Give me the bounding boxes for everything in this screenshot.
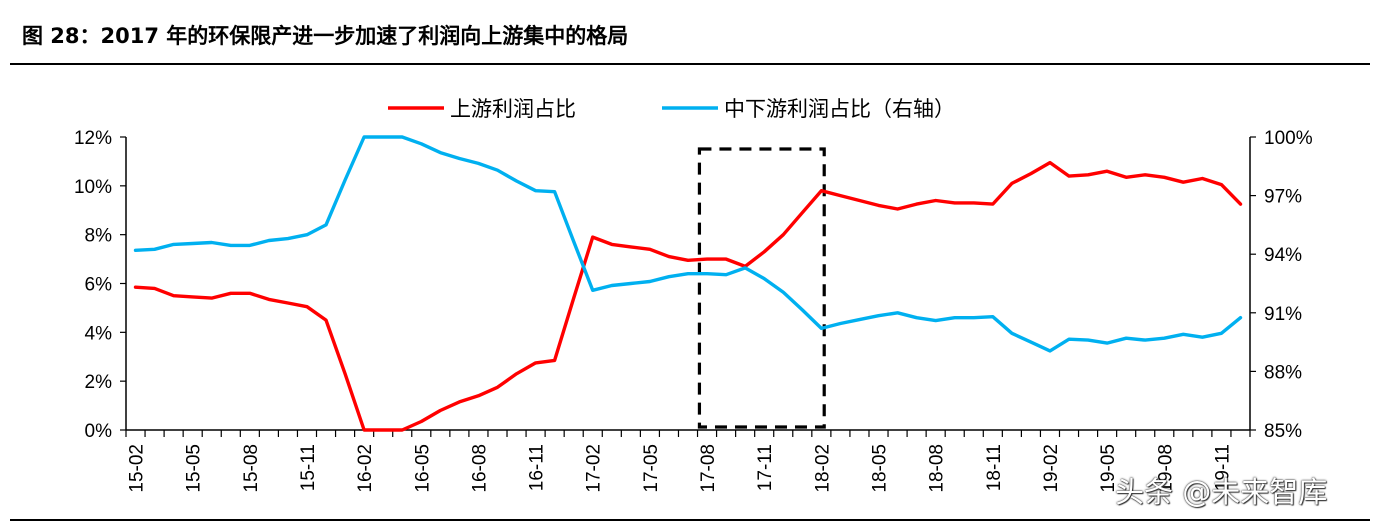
series-layer: [133, 135, 1243, 432]
left-tick-label: 4%: [85, 323, 113, 344]
series-line-2: [133, 135, 1243, 353]
x-tick-label: 16-05: [412, 444, 433, 493]
x-tick-label: 18-05: [870, 444, 891, 493]
legend-label-1: 上游利润占比: [450, 97, 576, 121]
legend-label-2: 中下游利润占比（右轴）: [724, 97, 955, 121]
series-line-1: [133, 160, 1243, 432]
left-tick-label: 6%: [85, 275, 113, 296]
x-tick-label: 19-08: [1155, 444, 1176, 493]
left-tick-label: 12%: [74, 128, 112, 149]
x-tick-label: 15-11: [298, 444, 319, 491]
right-tick-label: 97%: [1264, 187, 1302, 208]
x-tick-label: 16-02: [355, 444, 376, 493]
x-tick-label: 17-08: [698, 444, 719, 493]
x-tick-label: 17-11: [755, 444, 776, 491]
x-tick-label: 17-05: [641, 444, 662, 493]
right-tick-label: 85%: [1264, 421, 1302, 442]
left-tick-label: 0%: [85, 421, 113, 442]
x-tick-label: 17-02: [584, 444, 605, 493]
left-tick-label: 2%: [85, 372, 113, 393]
axes: 0% 2% 4% 6% 8% 10% 12% 85% 88% 91% 94% 97% 100% 15-02…: [74, 128, 1313, 493]
x-tick-label: 18-02: [812, 444, 833, 493]
x-tick-label: 15-05: [184, 444, 205, 493]
right-tick-label: 94%: [1264, 245, 1302, 266]
highlight-box-layer: [697, 147, 826, 429]
x-tick-label: 19-11: [1212, 444, 1233, 491]
right-tick-label: 91%: [1264, 304, 1302, 325]
x-tick-label: 15-08: [241, 444, 262, 493]
right-tick-label: 88%: [1264, 362, 1302, 383]
top-rule: [10, 63, 1370, 65]
x-tick-label: 19-02: [1041, 444, 1062, 493]
x-tick-label: 15-02: [127, 444, 148, 493]
left-tick-label: 10%: [74, 177, 112, 198]
right-tick-label: 100%: [1264, 128, 1313, 149]
watermark: 头条 @未来智库: [1115, 475, 1328, 509]
left-tick-label: 8%: [85, 226, 113, 247]
x-tick-label: 16-08: [469, 444, 490, 493]
x-tick-label: 18-11: [984, 444, 1005, 491]
bottom-rule: [10, 519, 1370, 521]
x-tick-label: 19-05: [1098, 444, 1119, 493]
x-tick-label: 18-08: [927, 444, 948, 493]
highlight-box: [697, 147, 826, 429]
x-tick-label: 16-11: [527, 444, 548, 491]
legend: 上游利润占比 中下游利润占比（右轴）: [388, 97, 955, 121]
figure-title: 图 28：2017 年的环保限产进一步加速了利润向上游集中的格局: [22, 24, 629, 48]
